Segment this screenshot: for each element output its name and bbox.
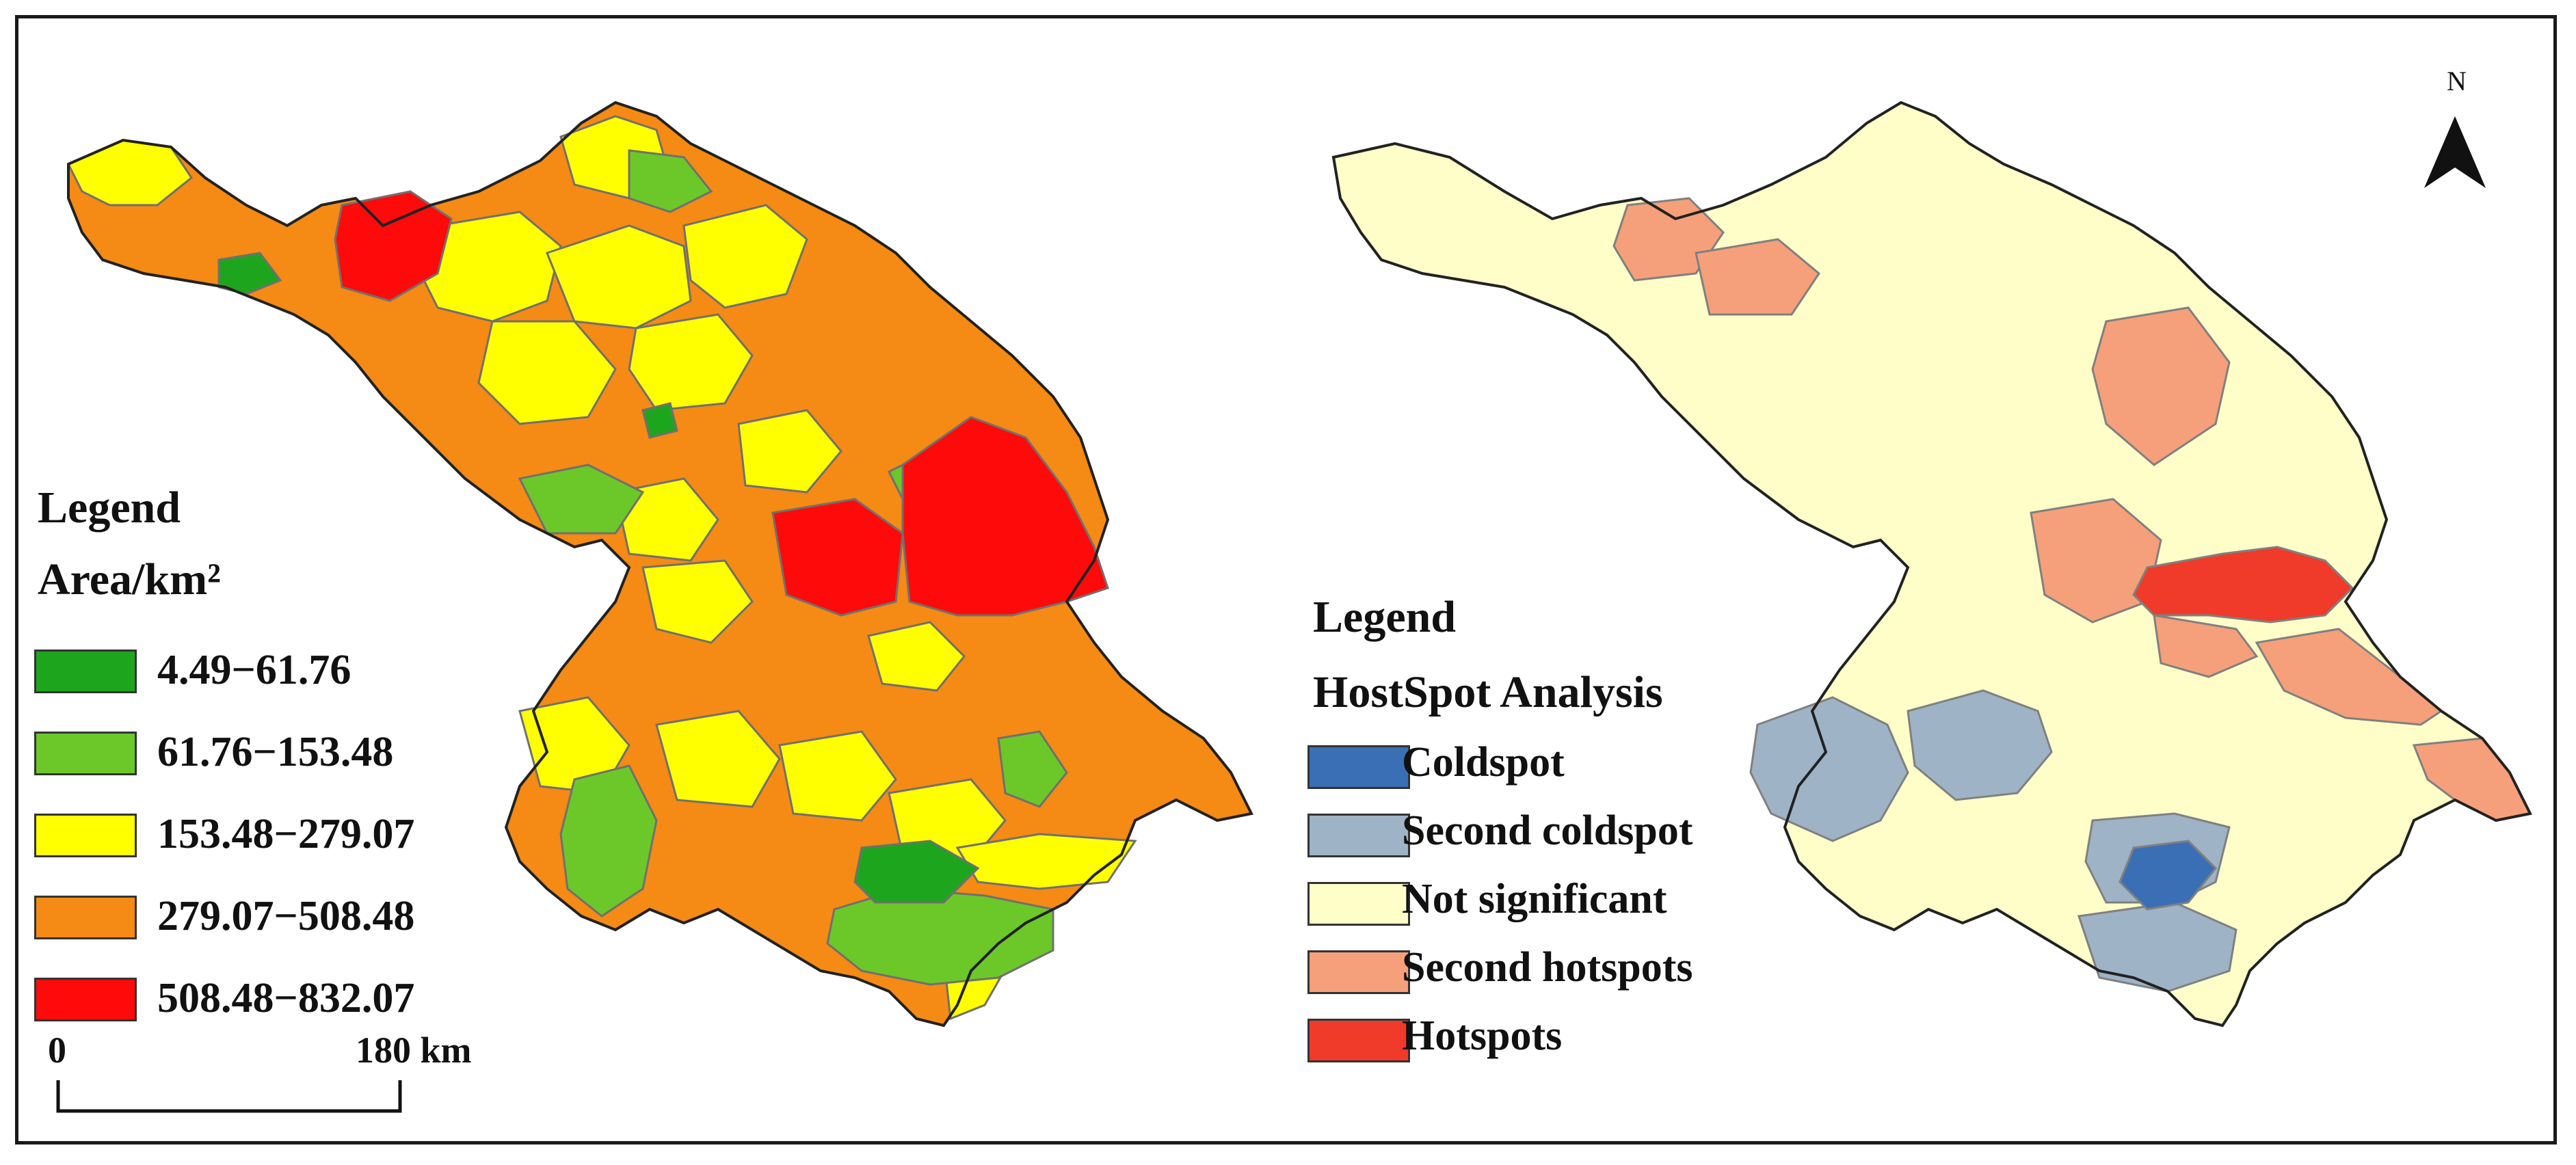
- legend-label-area-1: 4.49−61.76: [157, 647, 351, 693]
- left-region-lgreen-3: [559, 764, 658, 918]
- right-region-coldspot-1: [2119, 840, 2218, 911]
- legend-swatch-area-2: [34, 732, 137, 775]
- north-arrow-label: N: [2447, 66, 2467, 96]
- left-province-outline: [67, 101, 1253, 1028]
- left-region-lgreen-5: [997, 730, 1068, 808]
- legend-swatch-area-1: [34, 650, 137, 693]
- right-region-second-hotspot-5: [2153, 614, 2259, 678]
- legend-label-hotspot-4: Second hotspots: [1402, 944, 1693, 991]
- left-map-regions: [66, 101, 1253, 1027]
- legend-label-area-5: 508.48−832.07: [157, 975, 415, 1021]
- right-region-second-coldspot-1: [1749, 696, 1909, 842]
- legend-swatch-area-5: [34, 978, 137, 1021]
- left-region-lgreen-2: [518, 464, 645, 535]
- left-region-yellow-12: [778, 730, 897, 822]
- legend-swatch-hotspot-4: [1307, 950, 1410, 994]
- left-region-yellow-15: [867, 621, 966, 692]
- left-region-dgreen-1: [217, 252, 282, 295]
- right-legend-title: Legend: [1313, 592, 1457, 642]
- legend-swatch-hotspot-3: [1307, 882, 1410, 926]
- left-legend-title: Legend: [38, 483, 181, 533]
- left-region-red-3: [901, 416, 1109, 617]
- right-region-second-hotspot-1: [1612, 197, 1725, 282]
- legend-label-hotspot-3: Not significant: [1402, 876, 1667, 922]
- left-region-red-1: [334, 190, 453, 302]
- legend-swatch-area-3: [34, 814, 137, 857]
- left-region-lgreen-1: [628, 149, 713, 213]
- legend-swatch-hotspot-5: [1307, 1019, 1410, 1062]
- left-region-yellow-11: [655, 710, 781, 808]
- legend-swatch-hotspot-2: [1307, 814, 1410, 857]
- legend-label-area-2: 61.76−153.48: [157, 729, 394, 775]
- left-region-dgreen-2: [853, 840, 980, 904]
- left-region-yellow-7: [737, 409, 842, 494]
- legend-label-area-3: 153.48−279.07: [157, 811, 415, 857]
- scale-bar: [56, 1080, 402, 1113]
- legend-label-hotspot-5: Hotspots: [1402, 1013, 1563, 1059]
- left-region-yellow-14: [955, 833, 1137, 890]
- left-region-yellow-4: [682, 204, 808, 309]
- legend-label-hotspot-1: Coldspot: [1402, 739, 1565, 786]
- left-region-yellow-9: [641, 559, 754, 644]
- legend-label-area-4: 279.07−508.48: [157, 893, 415, 939]
- right-legend-subtitle: HostSpot Analysis: [1313, 667, 1663, 717]
- legend-label-hotspot-2: Second coldspot: [1402, 807, 1693, 854]
- left-region-dgreen-3: [641, 402, 678, 439]
- right-province-outline: [1331, 101, 2532, 1028]
- left-region-red-2: [771, 498, 904, 617]
- right-region-second-coldspot-2: [1907, 689, 2053, 801]
- scale-bar-end-label: 180 km: [356, 1030, 472, 1071]
- right-region-second-hotspot-6: [2255, 628, 2443, 726]
- right-region-hotspot-1: [2132, 546, 2354, 624]
- legend-swatch-hotspot-1: [1307, 745, 1410, 789]
- scale-bar-start-label: 0: [48, 1030, 66, 1071]
- north-arrow-icon: [2424, 116, 2486, 188]
- right-region-second-hotspot-3: [2091, 306, 2231, 466]
- right-region-second-hotspot-2: [1695, 238, 1820, 316]
- left-region-yellow-8: [614, 477, 719, 562]
- legend-swatch-area-4: [34, 896, 137, 939]
- left-region-yellow-5: [628, 313, 754, 412]
- left-region-yellow-6: [477, 320, 617, 425]
- left-legend-subtitle: Area/km²: [38, 554, 221, 604]
